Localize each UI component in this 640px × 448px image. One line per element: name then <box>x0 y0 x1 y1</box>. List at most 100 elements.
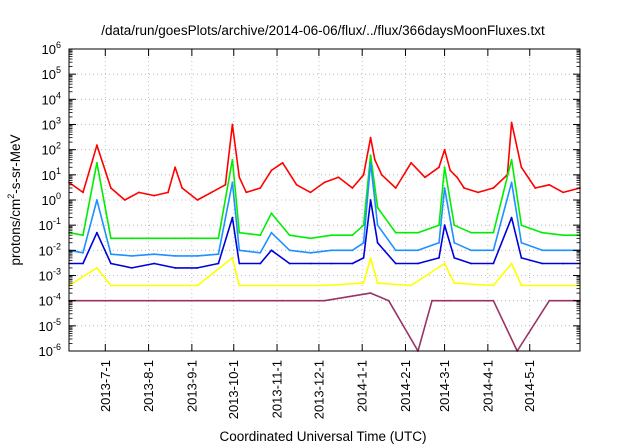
series-point <box>492 284 495 287</box>
series-line <box>68 162 580 257</box>
series-point <box>492 262 495 265</box>
series-point <box>562 262 565 265</box>
series-point <box>376 241 379 244</box>
series-point <box>96 267 98 269</box>
series-point <box>541 231 544 234</box>
series-point <box>130 267 133 269</box>
series-point <box>309 262 312 265</box>
x-tick-label: 2013-10-1 <box>226 360 241 419</box>
y-tick-base: 10 <box>39 218 53 233</box>
series-point <box>323 181 326 184</box>
y-tick-label: 103 <box>42 116 61 133</box>
series-point <box>417 262 419 265</box>
y-tick-label: 102 <box>42 141 61 158</box>
series-point <box>288 262 291 265</box>
series-point <box>362 173 365 176</box>
y-tick-exponent: 1 <box>56 166 61 176</box>
series-point <box>453 282 456 284</box>
series-point <box>153 284 156 287</box>
series-point <box>456 176 458 179</box>
y-tick-base: 10 <box>42 193 56 208</box>
series-point <box>520 166 523 169</box>
series-point <box>470 249 472 252</box>
series-point <box>510 262 513 265</box>
series-point <box>224 183 227 186</box>
series-point <box>492 249 495 252</box>
series-point <box>362 257 365 259</box>
series-point <box>562 191 565 194</box>
series-point <box>96 144 98 147</box>
series-point <box>410 161 412 164</box>
series-point <box>238 262 241 265</box>
series-point <box>181 187 184 189</box>
y-tick-base: 10 <box>42 92 56 107</box>
y-tick-label: 10-1 <box>39 216 61 233</box>
series-point <box>167 191 170 194</box>
series-point <box>431 299 433 302</box>
series-point <box>309 251 312 254</box>
y-tick-exponent: 3 <box>56 116 61 126</box>
series-point <box>259 262 262 265</box>
series-point <box>362 224 365 227</box>
series-point <box>217 237 220 240</box>
series-point <box>231 158 234 161</box>
y-tick-exponent: -3 <box>53 267 61 277</box>
series-point <box>196 267 199 269</box>
y-tick-base: 10 <box>39 344 53 359</box>
series-point <box>362 282 365 284</box>
y-tick-exponent: 0 <box>56 191 61 201</box>
series-point <box>231 123 234 126</box>
series-point <box>231 257 234 259</box>
series-point <box>376 282 379 284</box>
series-point <box>351 234 354 237</box>
series-point <box>373 158 376 161</box>
x-tick-label: 2014-1-1 <box>355 360 370 412</box>
series-point <box>259 234 262 237</box>
x-tick-label: 2013-8-1 <box>141 360 156 412</box>
series-point <box>463 187 465 189</box>
series-point <box>110 299 112 302</box>
series-point <box>424 176 426 179</box>
series-point <box>110 253 112 256</box>
series-point <box>541 262 544 265</box>
series-point <box>438 241 440 244</box>
series-point <box>238 231 241 234</box>
series-point <box>394 187 397 189</box>
series-point <box>196 284 199 287</box>
series-line <box>69 199 580 269</box>
series-point <box>330 249 333 252</box>
x-axis: 2013-7-1 2013-8-1 2013-9-1 2013-10-1 2013-11… <box>98 49 537 419</box>
series-point <box>153 253 156 256</box>
series-point <box>443 224 446 227</box>
series-point <box>443 166 446 169</box>
x-tick-label: 2013-9-1 <box>184 360 199 412</box>
series-point <box>534 187 537 189</box>
series-point <box>369 257 372 259</box>
y-tick-label: 105 <box>42 65 61 82</box>
series-point <box>91 158 94 161</box>
y-tick-exponent: -4 <box>53 292 61 302</box>
series-point <box>369 154 372 157</box>
y-axis-label-main: protons/cm <box>8 199 23 266</box>
series-point <box>492 299 495 302</box>
series-point <box>520 224 523 227</box>
series-point <box>562 249 565 252</box>
series-line <box>68 154 580 240</box>
series-point <box>438 224 440 227</box>
series-point <box>82 262 84 265</box>
series-point <box>520 284 523 287</box>
series-point <box>210 191 213 194</box>
y-tick-label: 106 <box>42 40 61 57</box>
series-point <box>259 187 262 189</box>
series-point <box>548 284 551 287</box>
series-point <box>394 262 397 265</box>
x-tick-label: 2014-5-1 <box>522 360 537 412</box>
x-tick-label: 2013-11-1 <box>270 360 285 418</box>
series-point <box>510 216 513 219</box>
series-point <box>443 187 446 189</box>
series-point <box>369 199 372 201</box>
series-point <box>541 249 544 252</box>
y-tick-base: 10 <box>42 42 56 57</box>
y-axis-label: protons/cm2-s-sr-MeV <box>6 134 23 265</box>
